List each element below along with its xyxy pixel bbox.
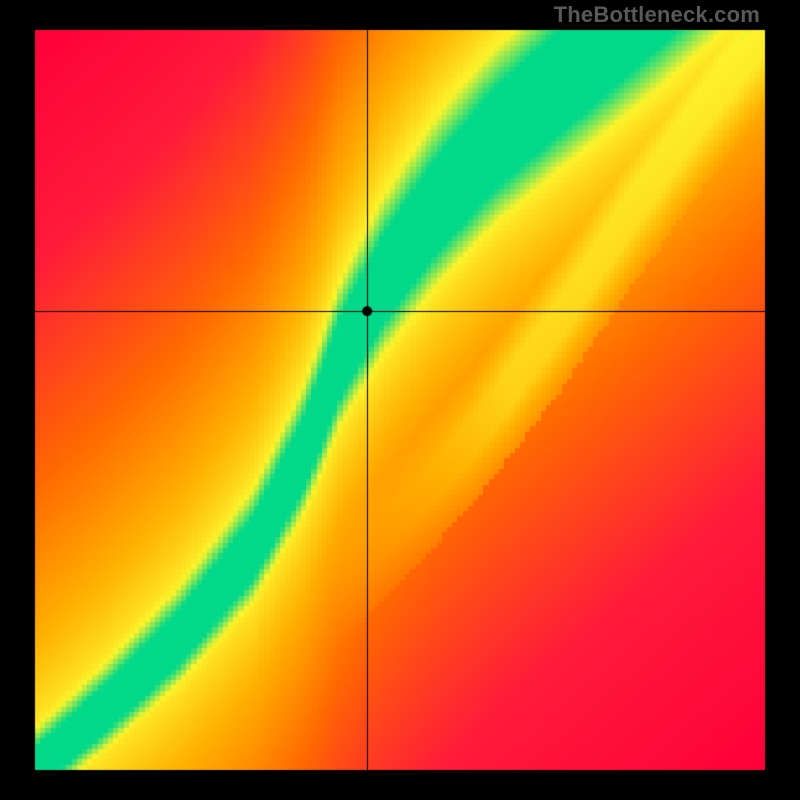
crosshair-overlay [0, 0, 800, 800]
stage: TheBottleneck.com [0, 0, 800, 800]
watermark-text: TheBottleneck.com [554, 2, 760, 28]
